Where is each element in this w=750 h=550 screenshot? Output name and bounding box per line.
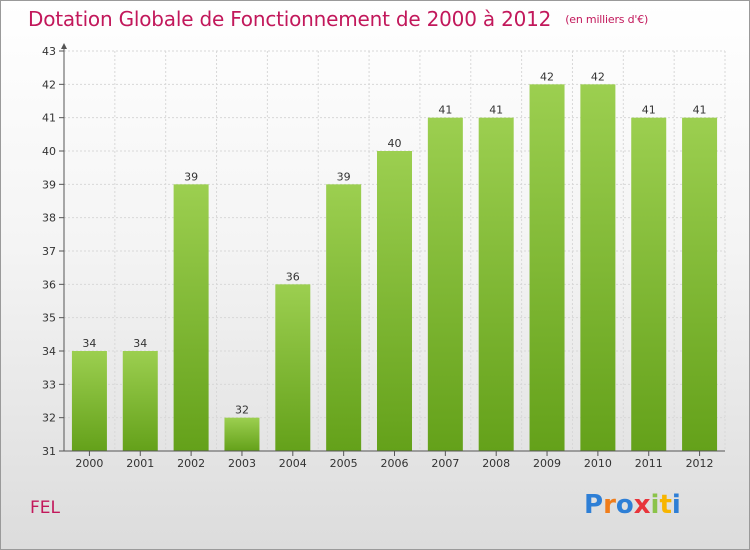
data-label: 34 — [82, 337, 96, 350]
x-tick-label: 2004 — [279, 457, 307, 470]
x-tick-label: 2006 — [381, 457, 409, 470]
x-tick-label: 2003 — [228, 457, 256, 470]
y-tick-labels: 31 32 33 34 35 36 37 38 39 40 41 42 43 — [42, 45, 56, 458]
x-tick-label: 2002 — [177, 457, 205, 470]
bar — [377, 151, 412, 451]
bar — [122, 351, 158, 451]
data-label: 39 — [337, 170, 351, 183]
y-tick-label: 43 — [42, 45, 56, 58]
data-labels: 34 34 39 32 36 39 40 41 41 42 42 41 41 — [82, 70, 706, 416]
commune-name: FEL — [30, 498, 60, 518]
x-tick-label: 2001 — [126, 457, 154, 470]
y-tick-label: 39 — [42, 178, 56, 191]
bar — [478, 117, 514, 452]
data-label: 34 — [133, 337, 147, 350]
chart-title-text: Dotation Globale de Fonctionnement de 20… — [28, 7, 552, 31]
y-tick-label: 41 — [42, 112, 56, 125]
y-tick-label: 31 — [42, 445, 56, 458]
logo-letter: i — [671, 490, 681, 520]
data-label: 36 — [286, 270, 300, 283]
proxiti-logo: Proxiti — [584, 490, 681, 520]
y-tick-label: 36 — [42, 278, 56, 291]
bar — [529, 84, 565, 451]
bar — [326, 184, 362, 452]
data-label: 41 — [642, 104, 656, 117]
data-label: 41 — [438, 104, 452, 117]
y-tick-label: 32 — [42, 412, 56, 425]
chart-unit-note: (en milliers d'€) — [565, 13, 649, 26]
y-tick-label: 37 — [42, 245, 56, 258]
y-axis-arrow — [61, 43, 67, 49]
y-tick-label: 40 — [42, 145, 56, 158]
logo-letter: i — [650, 490, 660, 520]
x-tick-label: 2009 — [533, 457, 561, 470]
y-tick-label: 42 — [42, 78, 56, 91]
x-tick-label: 2008 — [482, 457, 510, 470]
bar — [224, 417, 260, 451]
bar — [275, 284, 311, 451]
bars — [71, 84, 718, 452]
x-tick-label: 2007 — [431, 457, 459, 470]
y-tick-label: 38 — [42, 212, 56, 225]
data-label: 40 — [388, 137, 402, 150]
logo-letter: t — [659, 490, 672, 520]
bar — [682, 117, 718, 452]
chart-title: Dotation Globale de Fonctionnement de 20… — [28, 7, 648, 31]
logo-letter: P — [584, 490, 604, 520]
bar — [427, 117, 463, 452]
x-tick-label: 2000 — [75, 457, 103, 470]
data-label: 41 — [693, 104, 707, 117]
logo-letter: x — [633, 490, 651, 520]
y-tick-label: 34 — [42, 345, 56, 358]
data-label: 41 — [489, 104, 503, 117]
bar — [631, 117, 667, 452]
data-label: 39 — [184, 170, 198, 183]
x-tick-label: 2012 — [686, 457, 714, 470]
x-tick-label: 2010 — [584, 457, 612, 470]
data-label: 32 — [235, 404, 249, 417]
x-tick-label: 2011 — [635, 457, 663, 470]
axes — [59, 43, 725, 456]
x-tick-label: 2005 — [330, 457, 358, 470]
y-tick-label: 35 — [42, 312, 56, 325]
bar — [173, 184, 209, 452]
data-label: 42 — [540, 70, 554, 83]
logo-letter: o — [615, 490, 634, 520]
x-tick-labels: 2000 2001 2002 2003 2004 2005 2006 2007 2008 2009… — [75, 457, 713, 470]
y-tick-label: 33 — [42, 378, 56, 391]
data-label: 42 — [591, 70, 605, 83]
logo-letter: r — [603, 490, 616, 520]
bar — [580, 84, 616, 451]
bar — [71, 351, 107, 451]
